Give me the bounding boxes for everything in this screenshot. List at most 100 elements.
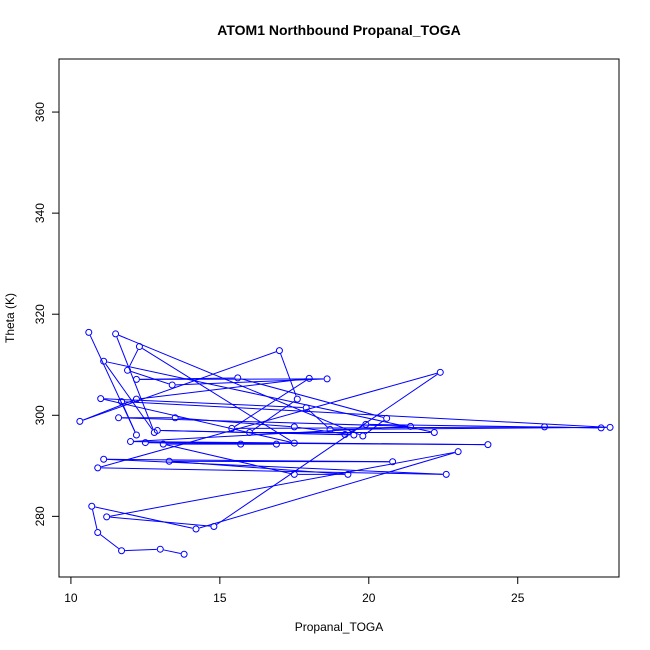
x-tick-label: 20 <box>362 591 376 605</box>
data-point <box>100 455 108 463</box>
series-line-segment <box>178 417 291 428</box>
data-point <box>597 424 605 432</box>
data-point <box>454 448 462 456</box>
series-line-segment <box>104 398 292 443</box>
data-point <box>210 522 218 530</box>
data-point <box>135 343 143 351</box>
data-point <box>171 414 179 422</box>
data-point <box>94 464 102 472</box>
data-point <box>246 428 254 436</box>
series-line-segment <box>100 372 438 468</box>
data-point <box>76 417 84 425</box>
data-point <box>100 357 108 365</box>
data-point <box>156 545 164 553</box>
series-line-segment <box>163 549 181 555</box>
series-points <box>76 328 614 558</box>
data-point <box>275 347 283 355</box>
series-line-segment <box>125 548 157 552</box>
data-point <box>606 423 614 431</box>
series-line-segment <box>139 378 306 400</box>
data-point <box>126 438 134 446</box>
series-line-segment <box>82 351 277 421</box>
data-point <box>234 374 242 382</box>
data-point <box>85 328 93 336</box>
data-point <box>362 420 370 428</box>
series-line-segment <box>308 409 328 428</box>
x-axis: 10 15 20 25 <box>64 576 525 605</box>
series-line-segment <box>104 398 303 409</box>
y-tick-label: 320 <box>33 304 47 324</box>
series-line-segment <box>130 370 170 385</box>
data-point <box>350 431 358 439</box>
y-tick-label: 280 <box>33 506 47 526</box>
data-point <box>293 395 301 403</box>
series-line-segment <box>110 516 211 527</box>
series-line-segment <box>128 349 139 368</box>
series-line-segment <box>252 400 295 431</box>
series-line-segment <box>107 458 443 475</box>
series-line-segment <box>92 509 98 530</box>
data-point <box>326 425 334 433</box>
data-point <box>150 428 158 436</box>
series-line-segment <box>240 378 384 418</box>
series-line-segment <box>101 467 443 475</box>
data-point <box>389 458 397 466</box>
y-tick-label: 360 <box>33 102 47 122</box>
series-line-segment <box>365 419 385 435</box>
chart-title: ATOM1 Northbound Propanal_TOGA <box>217 22 460 38</box>
data-point <box>97 395 105 403</box>
data-point <box>165 457 173 465</box>
plot-frame <box>58 58 620 578</box>
data-point <box>406 422 414 430</box>
series-line-segment <box>280 353 297 396</box>
y-tick-label: 340 <box>33 203 47 223</box>
series-line-segment <box>110 451 455 517</box>
data-point <box>132 395 140 403</box>
data-point <box>290 470 298 478</box>
y-axis-label: Theta (K) <box>3 293 17 343</box>
series-line-segment <box>297 426 351 436</box>
data-point <box>359 432 367 440</box>
data-point <box>180 550 188 558</box>
series-line-segment <box>116 336 154 430</box>
series-line-segment <box>105 363 153 430</box>
x-tick-label: 25 <box>511 591 525 605</box>
series-line-segment <box>333 426 607 430</box>
data-point <box>168 381 176 389</box>
x-axis-label: Propanal_TOGA <box>295 620 384 634</box>
series-line-segment <box>100 534 120 549</box>
series-line-segment <box>160 430 342 435</box>
data-point <box>430 428 438 436</box>
series-line-segment <box>172 461 345 475</box>
series-line-segment <box>235 426 542 429</box>
data-point <box>94 529 102 537</box>
data-point <box>159 440 167 448</box>
data-point <box>112 330 120 338</box>
data-point <box>192 525 200 533</box>
data-point <box>436 368 444 376</box>
data-point <box>341 430 349 438</box>
series-line-segment <box>95 506 193 529</box>
series-line-segment <box>118 334 360 436</box>
data-point <box>228 424 236 432</box>
series-line-segment <box>133 441 485 446</box>
series-line-segment <box>199 452 455 529</box>
series-line-segment <box>142 347 292 442</box>
data-point <box>118 547 126 555</box>
data-point <box>272 440 280 448</box>
data-point <box>484 441 492 449</box>
data-point <box>541 423 549 431</box>
data-point <box>302 404 310 412</box>
data-point <box>132 431 140 439</box>
series-line-segment <box>234 379 307 427</box>
data-point <box>290 423 298 431</box>
data-point <box>290 439 298 447</box>
series-line-segment <box>216 373 438 525</box>
y-axis: 280 300 320 340 360 <box>33 102 60 526</box>
y-tick-label: 300 <box>33 405 47 425</box>
series-line-segment <box>89 335 136 433</box>
x-tick-label: 15 <box>213 591 227 605</box>
series-line-segment <box>166 444 292 475</box>
data-point <box>115 414 123 422</box>
